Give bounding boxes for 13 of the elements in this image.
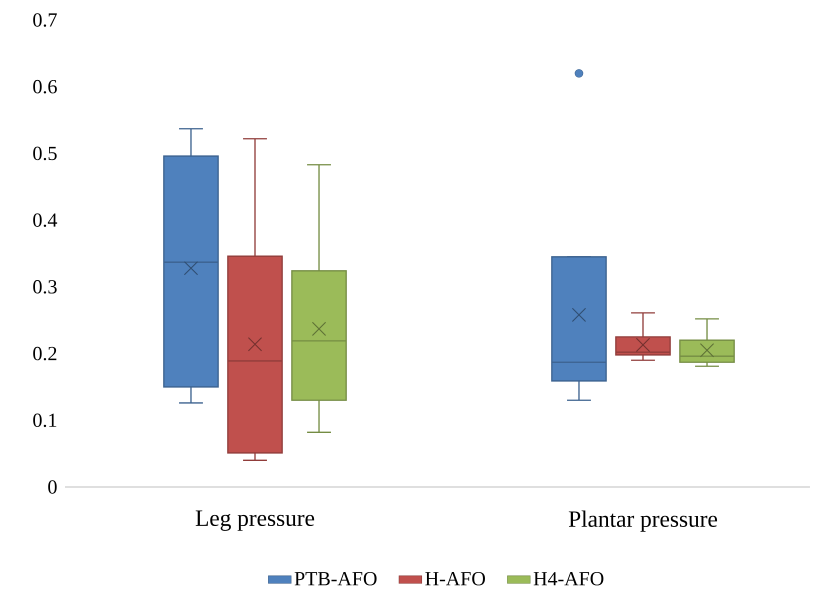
legend-label: H4-AFO xyxy=(534,572,604,586)
y-tick-label: 0.1 xyxy=(33,413,56,428)
y-tick-label: 0.6 xyxy=(33,80,57,94)
legend-label: H-AFO xyxy=(425,572,485,586)
y-tick-label: 0 xyxy=(48,480,57,494)
y-tick-label: 0.3 xyxy=(33,280,57,294)
legend-label: PTB-AFO xyxy=(294,572,377,586)
y-tick-label: 0.2 xyxy=(33,346,56,360)
x-tick-label: Leg pressure xyxy=(196,510,314,531)
x-tick-label: Plantar pressure xyxy=(568,510,718,532)
y-tick-label: 0.7 xyxy=(33,13,57,27)
y-tick-label: 0.4 xyxy=(33,213,58,227)
y-tick-label: 0.5 xyxy=(33,146,57,160)
